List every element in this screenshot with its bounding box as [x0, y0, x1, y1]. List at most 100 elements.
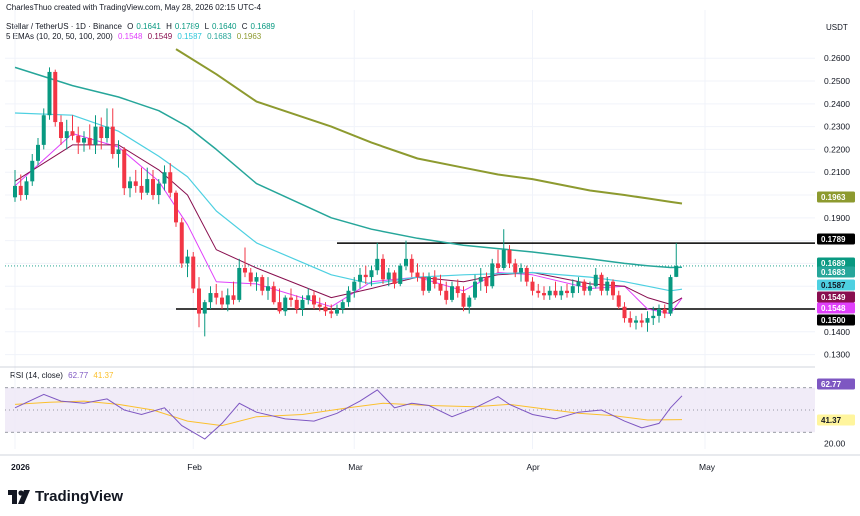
candle — [593, 267, 598, 289]
candle-body — [340, 302, 345, 310]
price-tag-text: 0.1548 — [821, 304, 846, 313]
candle-body — [174, 192, 178, 223]
price-tag: 0.1789 — [817, 233, 855, 245]
candle-body — [47, 71, 52, 116]
open-value: 0.1641 — [136, 22, 161, 31]
candle — [381, 254, 385, 284]
candle-body — [421, 277, 426, 291]
ema50-value: 0.1587 — [177, 32, 202, 41]
candle — [444, 281, 449, 305]
price-tag-box — [817, 314, 855, 326]
candle-body — [260, 277, 265, 291]
candle — [18, 174, 23, 201]
candle — [668, 274, 673, 316]
candle-body — [76, 135, 81, 143]
rsi-pane: 20.00 — [5, 387, 846, 448]
candle-body — [478, 277, 483, 282]
candle-body — [145, 179, 150, 193]
low-value: 0.1640 — [212, 22, 237, 31]
candle — [179, 217, 184, 268]
price-tag-box — [817, 257, 855, 269]
candle-body — [82, 138, 86, 143]
candle — [415, 263, 420, 282]
candle-body — [588, 286, 592, 291]
candle — [484, 272, 489, 294]
ema-line-ema200 — [175, 48, 683, 205]
rsi-value-tag-box — [817, 378, 855, 390]
candle — [455, 279, 460, 298]
candle-body — [243, 267, 247, 273]
price-tick-label: 0.2600 — [824, 53, 850, 63]
candle-body — [185, 256, 190, 264]
high-label: H — [166, 22, 172, 31]
open-label: O — [127, 22, 134, 31]
ema-line-ema50 — [14, 112, 683, 292]
brand-name: TradingView — [35, 488, 124, 505]
candle-body — [317, 304, 322, 307]
candle — [421, 272, 426, 296]
candle-body — [547, 290, 552, 296]
candle-body — [375, 258, 380, 271]
candle — [438, 274, 443, 296]
candle-body — [398, 265, 403, 284]
candle — [13, 169, 17, 202]
candle-body — [576, 281, 581, 287]
candle-body — [220, 297, 224, 305]
candle-body — [59, 122, 63, 139]
candle-body — [139, 185, 144, 193]
candle-body — [496, 263, 500, 268]
rsi-value-tag-text: 62.77 — [821, 380, 842, 389]
candle-body — [639, 320, 644, 323]
tradingview-logo-icon — [8, 489, 30, 504]
price-tag: 0.1683 — [817, 266, 855, 278]
candle-body — [105, 126, 109, 139]
candle-body — [409, 258, 414, 273]
rsi-label: RSI (14, close) — [10, 371, 63, 380]
price-tick-label: 0.2200 — [824, 144, 850, 154]
candle-body — [427, 277, 431, 291]
candle-body — [208, 293, 213, 303]
candle — [202, 299, 207, 337]
candle-body — [133, 181, 138, 186]
ema-label: 5 EMAs (10, 20, 50, 100, 200) — [6, 32, 113, 41]
candle-body — [329, 311, 334, 314]
price-tag-box — [817, 233, 855, 245]
price-tick-label: 0.2400 — [824, 99, 850, 109]
candle-body — [467, 297, 472, 307]
candle — [409, 254, 414, 278]
candle-body — [93, 126, 98, 145]
price-tag: 0.1549 — [817, 291, 855, 303]
candle — [662, 304, 667, 319]
rsi-line — [14, 389, 683, 440]
candle-body — [289, 297, 293, 300]
candle-body — [662, 309, 667, 314]
price-tag-box — [817, 291, 855, 303]
candle — [496, 249, 500, 273]
candle — [248, 267, 253, 287]
candle — [329, 304, 334, 319]
time-tick-label: Mar — [348, 462, 363, 472]
candle — [220, 290, 224, 310]
price-tag-box — [817, 302, 855, 314]
candle-body — [415, 272, 420, 278]
candle — [559, 286, 564, 300]
candle — [461, 286, 466, 312]
candle-body — [559, 290, 564, 296]
candle — [151, 169, 155, 200]
candle — [392, 270, 397, 289]
candle-body — [358, 274, 362, 282]
candle — [553, 281, 558, 298]
rsi-value-tag: 62.77 — [817, 378, 855, 390]
price-axis[interactable]: 0.26000.25000.24000.23000.22000.21000.20… — [824, 53, 850, 359]
candle-body — [461, 293, 466, 307]
candle — [478, 267, 483, 291]
price-tag-box — [817, 279, 855, 291]
time-axis[interactable]: 2026FebMarAprMayJun — [11, 462, 860, 472]
candle — [536, 283, 541, 298]
candle-body — [254, 277, 259, 282]
candle — [185, 249, 190, 278]
candle — [639, 313, 644, 328]
close-label: C — [241, 22, 248, 31]
time-tick-label: May — [699, 462, 716, 472]
